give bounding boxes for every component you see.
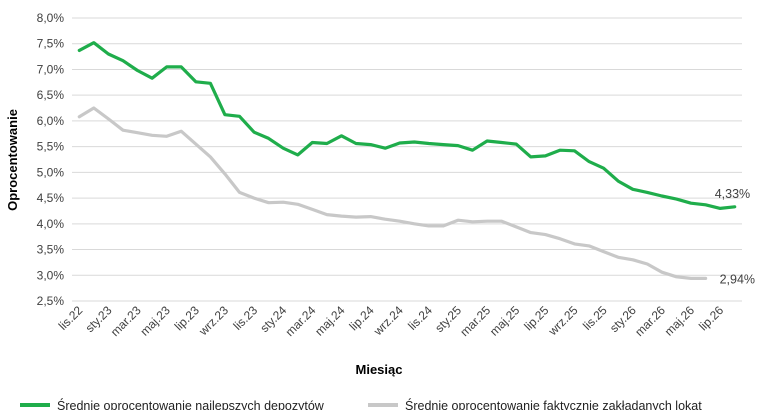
y-tick-label: 6,5% xyxy=(37,88,65,102)
x-tick-label: maj.26 xyxy=(662,303,698,339)
x-tick-label: mar.25 xyxy=(457,303,493,339)
x-tick-label: lip.26 xyxy=(696,303,726,333)
x-tick-label: lis.24 xyxy=(405,303,435,333)
x-tick-label: maj.24 xyxy=(312,303,348,339)
x-tick-label: lis.23 xyxy=(230,303,260,333)
series-line-2 xyxy=(77,106,708,280)
y-axis-title: Oprocentowanie xyxy=(5,109,20,211)
y-tick-label: 5,5% xyxy=(37,140,65,154)
y-tick-label: 2,5% xyxy=(37,294,65,308)
series-1-end-label: 4,33% xyxy=(715,187,750,201)
x-tick-label: maj.23 xyxy=(137,303,173,339)
x-tick-label: mar.24 xyxy=(283,303,319,339)
y-tick-label: 4,0% xyxy=(37,217,65,231)
x-tick-label: mar.26 xyxy=(632,303,668,339)
x-tick-label: wrz.24 xyxy=(370,303,406,339)
y-tick-label: 6,0% xyxy=(37,114,65,128)
legend-label-series-2: Średnie oprocentowanie faktycznie zakład… xyxy=(405,398,702,410)
y-tick-label: 3,0% xyxy=(37,268,65,282)
y-tick-label: 7,0% xyxy=(37,62,65,76)
y-tick-labels: 2,5% 3,0% 3,5% 4,0% 4,5% 5,0% 5,5% 6,0% 6,5% 7,0%… xyxy=(37,11,65,308)
y-tick-label: 8,0% xyxy=(37,11,65,25)
x-tick-label: wrz.25 xyxy=(545,303,581,339)
x-tick-label: lis.25 xyxy=(580,303,610,333)
series-2-end-label: 2,94% xyxy=(720,272,755,286)
x-tick-label: maj.25 xyxy=(487,303,523,339)
x-tick-label: wrz.23 xyxy=(195,303,231,339)
legend: Średnie oprocentowanie najlepszych depoz… xyxy=(20,398,702,410)
y-tick-label: 3,5% xyxy=(37,243,65,257)
series-lines xyxy=(77,41,737,280)
y-tick-label: 4,5% xyxy=(37,191,65,205)
y-tick-label: 7,5% xyxy=(37,37,65,51)
x-tick-label: mar.23 xyxy=(108,303,144,339)
x-axis-title: Miesiąc xyxy=(356,362,403,377)
series-line-1 xyxy=(77,41,737,210)
gridlines xyxy=(72,17,742,302)
legend-label-series-1: Średnie oprocentowanie najlepszych depoz… xyxy=(57,398,325,410)
y-tick-label: 5,0% xyxy=(37,165,65,179)
